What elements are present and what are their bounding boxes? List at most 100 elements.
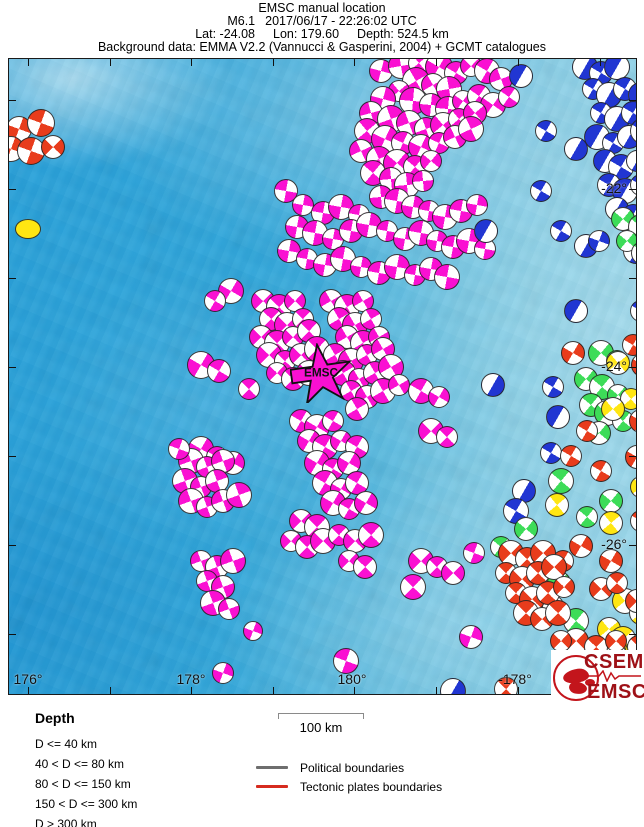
latitude-tick [629,634,636,635]
csem-emsc-logo: CSEM EMSC [551,650,644,708]
focal-mechanism-deep-magenta [400,574,426,600]
focal-mechanism-deep-magenta [436,426,458,448]
focal-mechanism-shallow-red [494,677,518,694]
event-latitude: Lat: -24.08 [195,27,255,41]
focal-mechanism-deep-magenta [168,438,190,460]
focal-mechanism-mid-yellow [599,511,623,535]
focal-mechanism-deep-magenta [428,386,450,408]
focal-mechanism-mid-green [576,506,598,528]
longitude-tick [273,687,274,694]
tectonic-boundary-line-icon [256,785,288,788]
latitude-label: -22° [601,180,627,196]
focal-mechanism-deep-magenta [498,86,520,108]
logo-globe-icon [553,655,599,701]
scale-bar-label: 100 km [299,720,343,735]
focal-mechanism-shallow-red [606,572,628,594]
focal-mechanism-deep-magenta [412,170,434,192]
focal-mechanism-mid-yellow [630,476,636,498]
focal-mechanism-mid-green [616,230,636,252]
latitude-tick [9,545,16,546]
focal-mechanism-deep-magenta [388,374,410,396]
focal-mechanism-mid-yellow [15,219,41,239]
focal-mechanism-deep-magenta [420,150,442,172]
longitude-tick [518,59,519,66]
focal-mechanism-shallow-red [550,630,572,652]
focal-mechanism-deep-blue [540,442,562,464]
depth-item-0: D <= 40 km [35,737,98,751]
focal-mechanism-deep-magenta [353,555,377,579]
focal-mechanism-deep-blue [440,678,466,694]
logo-emsc-text: EMSC [587,681,644,703]
political-boundary-line-icon [256,766,288,769]
map-title-block: EMSC manual location M6.1 2017/06/17 - 22… [0,2,644,54]
latitude-tick [9,634,16,635]
latitude-tick [629,189,636,190]
event-longitude: Lon: 179.60 [273,27,340,41]
focal-mechanism-deep-magenta [333,648,359,674]
depth-legend: Depth D <= 40 km 40 < D <= 80 km 80 < D … [35,710,137,827]
focal-mechanism-deep-blue [509,64,533,88]
longitude-tick [273,59,274,66]
focal-mechanism-mid-yellow [601,397,625,421]
latitude-tick [629,100,636,101]
focal-mechanism-deep-magenta [408,548,434,574]
longitude-tick [28,59,29,66]
focal-mechanism-shallow-red [17,137,45,165]
focal-mechanism-shallow-red [541,554,567,580]
depth-item-4: D > 300 km [35,817,97,827]
focal-mechanism-shallow-red [576,420,598,442]
epicenter-star-icon [289,341,353,406]
focal-mechanism-deep-blue [530,180,552,202]
title-event-line: M6.1 2017/06/17 - 22:26:02 UTC [0,15,644,28]
depth-legend-title: Depth [35,710,75,726]
focal-mechanism-deep-magenta [458,116,484,142]
longitude-tick [354,687,355,694]
focal-mechanism-deep-magenta [393,227,417,251]
event-magnitude: M6.1 [227,14,256,28]
focal-mechanism-shallow-red [605,630,627,652]
political-boundaries-row: Political boundaries [256,758,442,777]
focal-mechanism-deep-blue [481,373,505,397]
focal-mechanism-shallow-red [553,576,575,598]
longitude-label: 176° [13,671,43,687]
focal-mechanism-shallow-red [622,334,636,356]
focal-mechanism-mid-yellow [606,351,630,375]
title-coords-line: Lat: -24.08 Lon: 179.60 Depth: 524.5 km [0,28,644,41]
focal-mechanism-mid-green [514,517,538,541]
focal-mechanism-shallow-red [545,600,571,626]
latitude-tick [9,367,16,368]
focal-mechanism-shallow-red [561,341,585,365]
boundaries-legend: Political boundaries Tectonic plates bou… [256,758,442,796]
focal-mechanism-shallow-red [599,549,623,573]
longitude-label: 180° [337,671,367,687]
longitude-tick [191,687,192,694]
focal-mechanism-shallow-red [569,534,593,558]
focal-mechanism-deep-blue [542,376,564,398]
depth-item-2: 80 < D <= 150 km [35,777,131,791]
longitude-tick [110,687,111,694]
latitude-tick [9,278,16,279]
latitude-label: -26° [601,536,627,552]
depth-item-3: 150 < D <= 300 km [35,797,138,811]
longitude-tick [436,59,437,66]
focal-mechanism-shallow-red [630,510,636,532]
focal-mechanism-mid-green [548,468,574,494]
focal-mechanism-deep-blue [474,219,498,243]
focal-mechanism-deep-magenta [434,264,460,290]
latitude-tick [9,456,16,457]
focal-mechanism-shallow-red [631,353,636,377]
logo-seismogram-icon [585,670,641,682]
focal-mechanism-deep-magenta [459,625,483,649]
longitude-label: -178° [498,671,532,687]
longitude-tick [354,59,355,66]
focal-mechanism-shallow-red [560,445,582,467]
longitude-tick [518,687,519,694]
focal-mechanism-deep-magenta [354,491,378,515]
focal-mechanism-deep-blue [630,300,636,322]
focal-mechanism-mid-green [599,489,623,513]
focal-mechanism-deep-magenta [274,179,298,203]
focal-mechanism-deep-magenta [345,397,369,421]
event-datetime: 2017/06/17 - 22:26:02 UTC [265,14,417,28]
focal-mechanism-deep-magenta [218,598,240,620]
